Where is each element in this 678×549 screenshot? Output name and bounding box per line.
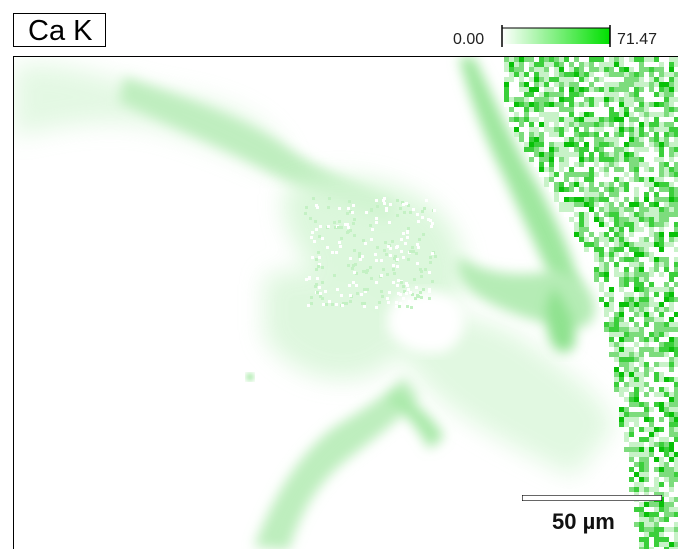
scalebar-label: 50 µm [552, 509, 615, 534]
colorbar [501, 25, 611, 47]
signal-noise-region [304, 57, 678, 549]
scalebar-line [522, 495, 662, 501]
elemental-map-image [14, 57, 678, 549]
colorbar-max-value: 71.47 [617, 31, 658, 48]
colorbar-min-value: 0.00 [453, 31, 485, 48]
element-label: Ca K [13, 13, 107, 47]
elemental-map [13, 56, 678, 549]
